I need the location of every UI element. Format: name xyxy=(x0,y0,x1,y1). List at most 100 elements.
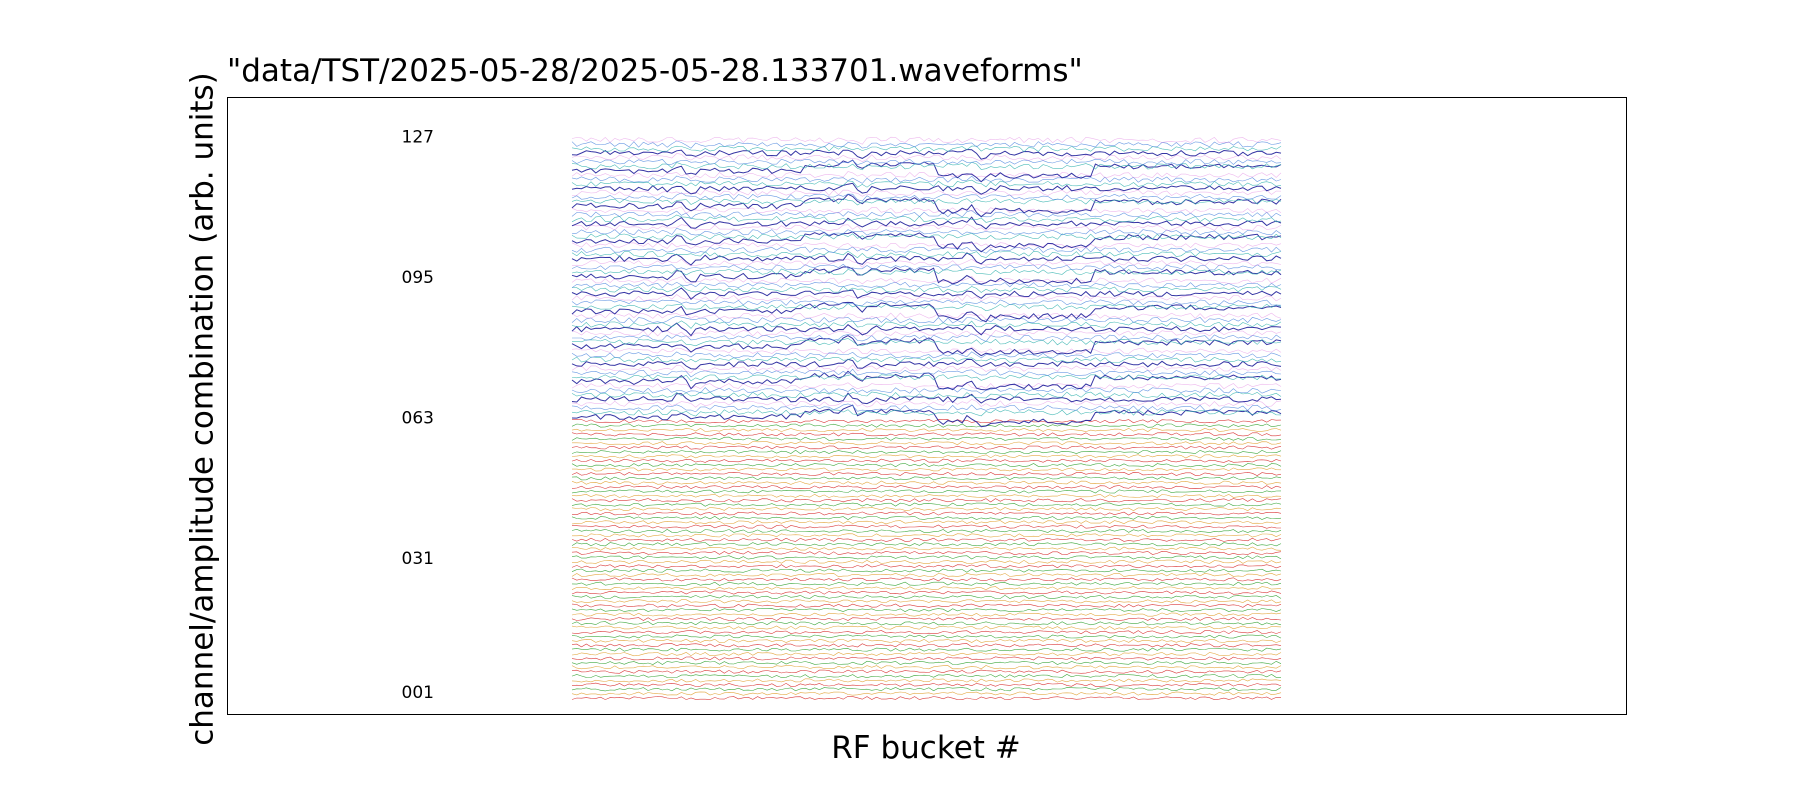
waveform-trace-053 xyxy=(572,467,1282,472)
waveform-trace-018 xyxy=(571,621,1282,626)
waveform-trace-076 xyxy=(571,364,1282,373)
waveform-trace-106 xyxy=(571,232,1282,241)
waveform-trace-123 xyxy=(571,158,1282,166)
waveform-trace-067 xyxy=(571,403,1282,413)
waveform-trace-103 xyxy=(571,246,1282,254)
waveform-trace-046 xyxy=(571,498,1282,503)
waveform-trace-008 xyxy=(571,665,1282,670)
waveform-trace-070 xyxy=(571,391,1282,399)
waveform-trace-047 xyxy=(571,493,1282,498)
waveform-trace-027 xyxy=(571,581,1282,586)
waveform-trace-052 xyxy=(571,471,1282,476)
waveform-trace-089 xyxy=(571,301,1282,323)
waveform-trace-121 xyxy=(571,159,1282,183)
waveform-trace-059 xyxy=(572,441,1282,446)
waveform-trace-058 xyxy=(571,445,1282,450)
waveform-trace-100 xyxy=(571,258,1282,268)
waveform-trace-035 xyxy=(571,546,1282,551)
waveform-trace-004 xyxy=(571,682,1282,687)
waveform-trace-108 xyxy=(571,223,1282,232)
waveform-trace-125 xyxy=(571,148,1282,160)
waveform-trace-045 xyxy=(571,502,1282,507)
waveform-trace-102 xyxy=(571,250,1282,259)
waveform-trace-072 xyxy=(571,382,1282,390)
waveform-trace-030 xyxy=(571,568,1282,573)
waveform-trace-122 xyxy=(571,161,1282,171)
waveform-trace-098 xyxy=(571,268,1282,276)
waveform-trace-118 xyxy=(571,179,1282,188)
waveform-trace-090 xyxy=(571,303,1282,312)
waveform-trace-006 xyxy=(571,673,1282,679)
waveform-trace-050 xyxy=(571,480,1282,485)
channel-tick-031: 031 xyxy=(402,549,434,569)
waveform-trace-063 xyxy=(571,423,1282,428)
waveform-trace-074 xyxy=(571,373,1282,382)
waveform-trace-057 xyxy=(571,449,1282,454)
waveform-trace-107 xyxy=(571,227,1282,236)
waveform-trace-091 xyxy=(571,299,1282,306)
waveform-trace-002 xyxy=(571,691,1282,696)
waveform-trace-077 xyxy=(571,358,1282,370)
waveform-trace-005 xyxy=(571,678,1282,683)
waveform-trace-011 xyxy=(571,652,1282,657)
plot-area xyxy=(227,97,1627,715)
waveform-trace-015 xyxy=(571,634,1282,639)
waveform-trace-081 xyxy=(571,335,1282,357)
waveform-trace-086 xyxy=(571,320,1282,329)
channel-tick-labels: 127 095 063 031 001 xyxy=(402,127,434,703)
waveform-trace-117 xyxy=(571,182,1282,195)
channel-tick-095: 095 xyxy=(402,268,434,288)
waveform-trace-029 xyxy=(571,572,1282,578)
waveform-trace-120 xyxy=(571,171,1282,179)
waveform-trace-097 xyxy=(571,266,1282,285)
waveform-trace-082 xyxy=(572,338,1282,347)
waveform-trace-085 xyxy=(571,322,1282,337)
waveform-trace-021 xyxy=(571,608,1282,613)
waveform-trace-017 xyxy=(571,625,1282,630)
waveform-trace-096 xyxy=(571,276,1282,285)
waveform-trace-068 xyxy=(571,399,1282,408)
waveform-trace-012 xyxy=(571,647,1282,652)
waveform-trace-025 xyxy=(571,590,1282,595)
waveform-trace-051 xyxy=(571,476,1282,481)
channel-tick-127: 127 xyxy=(402,127,434,147)
waveform-trace-075 xyxy=(571,368,1282,378)
waveform-trace-010 xyxy=(571,656,1282,661)
waveform-trace-022 xyxy=(571,603,1282,608)
waveform-trace-079 xyxy=(571,351,1282,359)
waveform-trace-113 xyxy=(571,193,1282,218)
waveform-trace-040 xyxy=(571,524,1282,529)
waveform-trace-083 xyxy=(572,333,1282,342)
waveform-trace-019 xyxy=(571,616,1282,621)
waveform-trace-110 xyxy=(571,214,1282,223)
waveform-trace-031 xyxy=(571,564,1282,569)
waveform-trace-014 xyxy=(571,638,1282,643)
x-axis-label: RF bucket # xyxy=(831,730,1021,766)
waveform-trace-115 xyxy=(571,192,1282,202)
waveform-trace-104 xyxy=(571,242,1282,250)
waveform-trace-099 xyxy=(571,263,1282,271)
chart-title: "data/TST/2025-05-28/2025-05-28.133701.w… xyxy=(227,53,1083,89)
waveform-trace-023 xyxy=(571,599,1282,604)
waveform-trace-094 xyxy=(571,285,1282,293)
waveform-trace-048 xyxy=(571,489,1282,494)
waveform-trace-028 xyxy=(571,577,1282,582)
waveform-trace-060 xyxy=(571,436,1282,441)
waveform-trace-049 xyxy=(571,485,1282,490)
waveform-trace-055 xyxy=(571,458,1282,463)
waveform-trace-065 xyxy=(571,404,1282,428)
waveform-trace-095 xyxy=(571,281,1282,289)
waveform-trace-114 xyxy=(571,198,1282,206)
waveform-trace-101 xyxy=(571,252,1282,266)
waveform-trace-037 xyxy=(571,537,1282,542)
waveform-trace-042 xyxy=(571,515,1282,520)
waveform-trace-007 xyxy=(571,669,1282,674)
waveform-trace-064 xyxy=(572,419,1282,424)
waveform-trace-009 xyxy=(571,660,1282,665)
channel-tick-063: 063 xyxy=(402,409,434,429)
waveform-trace-044 xyxy=(571,507,1282,512)
waveform-trace-073 xyxy=(571,370,1282,391)
waveform-trace-119 xyxy=(571,175,1282,184)
waveform-trace-026 xyxy=(571,586,1282,591)
